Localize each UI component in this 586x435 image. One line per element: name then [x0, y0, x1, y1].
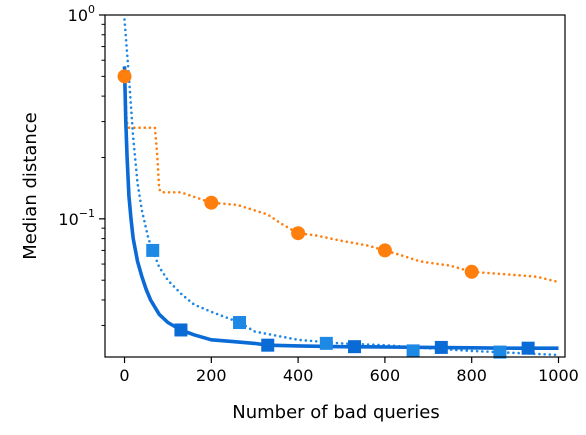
series-line-3: [122, 66, 559, 351]
series-2-marker: [406, 344, 420, 358]
series-2-marker: [146, 243, 160, 257]
series-line-1: [123, 75, 560, 284]
x-tick-label: 0: [119, 366, 129, 385]
series-1-marker: [291, 226, 306, 241]
y-axis: 100 10−1: [58, 3, 105, 326]
series-3-marker: [261, 338, 275, 352]
x-axis-label: Number of bad queries: [232, 402, 439, 423]
x-tick-label: 400: [283, 366, 314, 385]
series-2-marker: [493, 345, 507, 359]
series-1-marker: [204, 195, 219, 210]
series-3-marker: [521, 341, 535, 355]
y-axis-label: Median distance: [20, 112, 41, 259]
plot-frame: [104, 14, 566, 358]
series-2-marker: [233, 316, 247, 330]
series-3-marker: [174, 323, 188, 337]
series-line-2: [123, 18, 560, 357]
series-1-marker: [117, 69, 132, 84]
x-axis: 0 200 400 600 800 1000: [119, 357, 579, 385]
x-tick-label: 600: [370, 366, 401, 385]
x-tick-label: 1000: [538, 366, 579, 385]
series-1-marker: [464, 264, 479, 279]
y-tick-label: 10−1: [58, 207, 95, 229]
series-2-marker: [319, 336, 333, 350]
marker-layer: [117, 69, 535, 359]
x-tick-label: 200: [196, 366, 227, 385]
y-tick-label: 100: [68, 3, 95, 25]
series-1-marker: [377, 243, 392, 258]
series-layer: [122, 18, 560, 357]
series-3-marker: [434, 340, 448, 354]
x-tick-label: 800: [456, 366, 487, 385]
series-3-marker: [348, 340, 362, 354]
